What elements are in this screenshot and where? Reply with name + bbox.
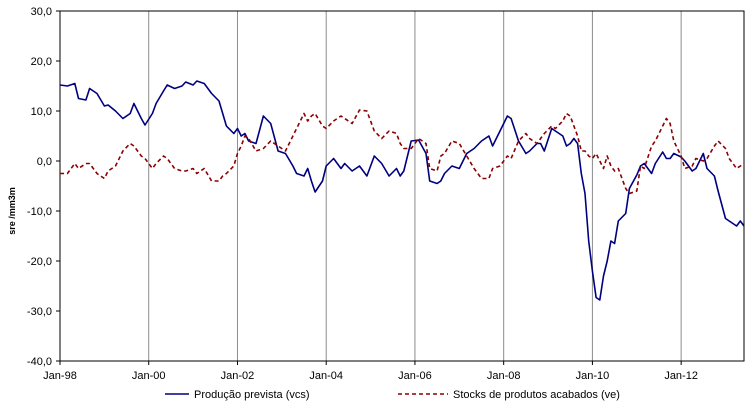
plot-area <box>59 10 745 362</box>
y-tick-label: -40,0 <box>27 356 52 368</box>
x-axis: Jan-98 Jan-00 Jan-02 Jan-04 Jan-06 Jan-08 Jan-… <box>43 361 698 382</box>
y-tick-label: 0,0 <box>37 156 52 168</box>
legend: Produção prevista (vcs) Stocks de produto… <box>165 389 620 401</box>
x-tick-label: Jan-02 <box>221 370 255 382</box>
series-line-stocks-produtos-acabados <box>60 109 744 195</box>
y-tick-label: -10,0 <box>27 206 52 218</box>
y-axis: 30,0 20,0 10,0 0,0 -10,0 -20,0 -30,0 -40,0 <box>27 6 60 368</box>
plot-border <box>59 10 745 362</box>
x-tick-label: Jan-00 <box>132 370 166 382</box>
y-tick-label: 30,0 <box>31 6 52 18</box>
x-tick-label: Jan-98 <box>43 370 77 382</box>
y-tick-label: 10,0 <box>31 106 52 118</box>
y-tick-label: -30,0 <box>27 306 52 318</box>
y-axis-title: sre /mm3m <box>7 187 17 235</box>
y-tick-label: 20,0 <box>31 56 52 68</box>
grid-lines <box>148 11 682 361</box>
legend-label: Produção prevista (vcs) <box>194 389 310 401</box>
series-line-producao-prevista <box>60 80 744 301</box>
y-tick-label: -20,0 <box>27 256 52 268</box>
x-tick-label: Jan-12 <box>664 370 698 382</box>
x-tick-label: Jan-10 <box>576 370 610 382</box>
x-tick-label: Jan-06 <box>398 370 432 382</box>
x-tick-label: Jan-08 <box>487 370 521 382</box>
legend-label: Stocks de produtos acabados (ve) <box>453 389 620 401</box>
series-group <box>60 80 744 301</box>
x-tick-label: Jan-04 <box>309 370 343 382</box>
